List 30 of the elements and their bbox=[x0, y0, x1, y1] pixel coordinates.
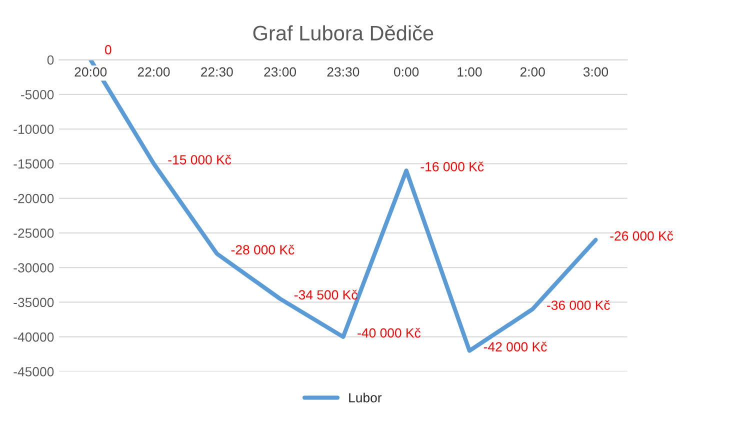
legend-label: Lubor bbox=[349, 392, 382, 402]
y-tick-label: -10000 bbox=[14, 124, 54, 134]
y-tick-label: -30000 bbox=[14, 263, 54, 272]
y-tick-label: 0 bbox=[47, 55, 54, 65]
y-tick-label: -45000 bbox=[14, 367, 54, 376]
y-tick-label: -20000 bbox=[14, 194, 54, 204]
x-tick-label: 3:00 bbox=[583, 67, 608, 77]
data-label: -42 000 Kč bbox=[484, 342, 547, 352]
y-tick-label: -35000 bbox=[14, 298, 54, 308]
data-label: 0 bbox=[105, 45, 112, 54]
y-tick-label: -5000 bbox=[21, 90, 54, 100]
x-tick-label: 1:00 bbox=[458, 67, 482, 77]
x-tick-label: 20:00 bbox=[74, 67, 107, 77]
x-tick-label: 22:00 bbox=[138, 67, 170, 77]
y-tick-label: -40000 bbox=[14, 332, 54, 342]
x-tick-label: 23:00 bbox=[264, 67, 296, 77]
chart-title: Graf Lubora Dědiče bbox=[253, 25, 434, 41]
data-label: -16 000 Kč bbox=[420, 162, 484, 172]
x-tick-label: 0:00 bbox=[394, 67, 419, 77]
data-label: -34 500 Kč bbox=[294, 290, 358, 300]
x-tick-label: 23:30 bbox=[327, 67, 360, 77]
data-label: -15 000 Kč bbox=[168, 154, 232, 164]
x-tick-label: 2:00 bbox=[520, 67, 545, 77]
data-label: -36 000 Kč bbox=[547, 300, 610, 310]
data-label: -40 000 Kč bbox=[358, 328, 421, 338]
data-label: -26 000 Kč bbox=[610, 230, 674, 241]
y-tick-label: -15000 bbox=[14, 159, 54, 169]
data-label: -28 000 Kč bbox=[231, 244, 294, 254]
x-tick-label: 22:30 bbox=[201, 67, 233, 77]
y-tick-label: -25000 bbox=[14, 228, 54, 238]
